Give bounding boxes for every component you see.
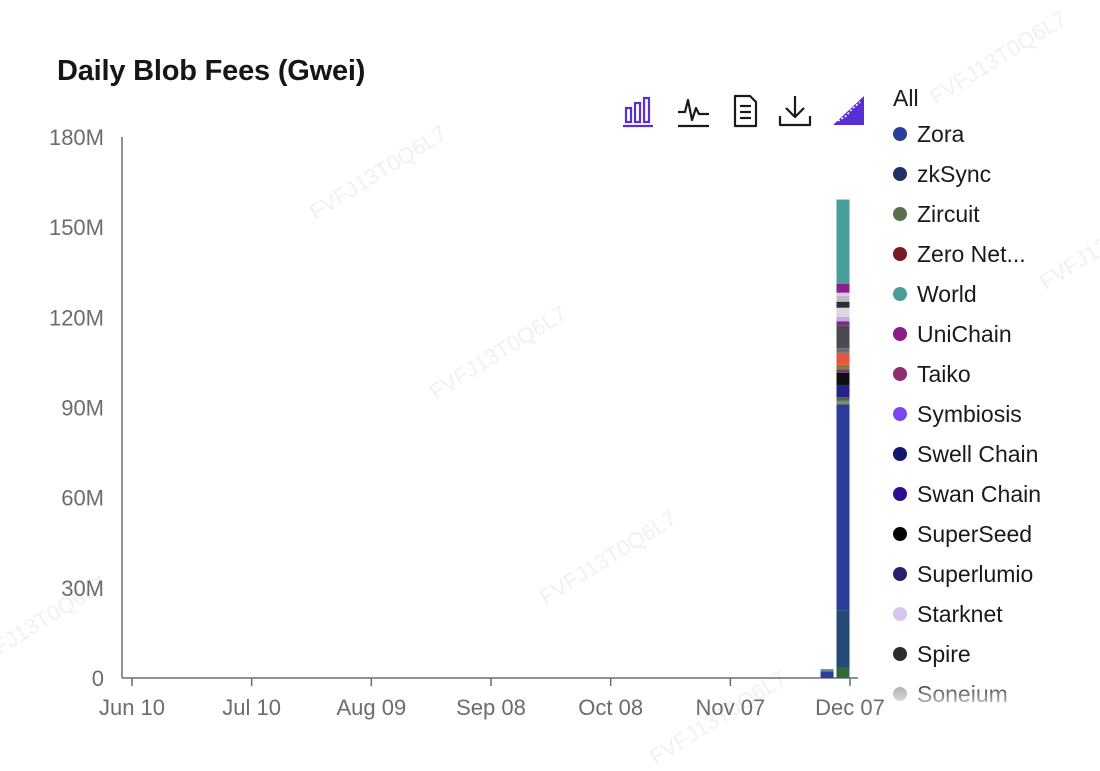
bar-segment[interactable] bbox=[836, 610, 850, 668]
bar-series bbox=[820, 199, 850, 678]
bar-segment[interactable] bbox=[836, 321, 850, 326]
legend-item[interactable]: Soneium bbox=[893, 674, 1098, 714]
legend-color-dot bbox=[893, 407, 907, 421]
legend-item[interactable]: zkSync bbox=[893, 154, 1098, 194]
bar-chart-icon[interactable] bbox=[620, 92, 658, 130]
legend-item-label: World bbox=[917, 280, 977, 307]
y-tick-label: 0 bbox=[92, 666, 104, 691]
legend-item[interactable]: Superlumio bbox=[893, 554, 1098, 594]
data-view-icon[interactable] bbox=[726, 92, 764, 130]
legend-color-dot bbox=[893, 527, 907, 541]
legend-all-toggle[interactable]: All bbox=[893, 85, 919, 111]
bar-segment[interactable] bbox=[836, 292, 850, 296]
x-tick-label: Aug 09 bbox=[336, 695, 406, 720]
legend-color-dot bbox=[893, 207, 907, 221]
legend-item-label: Symbiosis bbox=[917, 400, 1022, 427]
legend-item[interactable]: SuperSeed bbox=[893, 514, 1098, 554]
legend-item[interactable]: World bbox=[893, 274, 1098, 314]
x-tick-label: Nov 07 bbox=[695, 695, 765, 720]
y-tick-label: 60M bbox=[61, 486, 104, 511]
legend-color-dot bbox=[893, 687, 907, 701]
x-tick-label: Jun 10 bbox=[99, 695, 165, 720]
bar-segment[interactable] bbox=[836, 364, 850, 370]
bar-segment[interactable] bbox=[836, 404, 850, 611]
legend-item-label: Soneium bbox=[917, 680, 1008, 707]
legend-item[interactable]: Swan Chain bbox=[893, 474, 1098, 514]
legend-item-label: Starknet bbox=[917, 600, 1003, 627]
legend-list: Zora zkSync Zircuit Zero Net... World UniChai… bbox=[893, 114, 1098, 714]
line-chart-icon[interactable] bbox=[675, 92, 713, 130]
legend-color-dot bbox=[893, 167, 907, 181]
legend-item[interactable]: Zora bbox=[893, 114, 1098, 154]
y-tick-label: 30M bbox=[61, 576, 104, 601]
legend-item[interactable]: Starknet bbox=[893, 594, 1098, 634]
legend-item-label: Superlumio bbox=[917, 560, 1034, 587]
legend-item-label: Swan Chain bbox=[917, 480, 1042, 507]
y-axis: 0 30M 60M 90M 120M 150M 180M bbox=[49, 125, 123, 691]
chart-title: Daily Blob Fees (Gwei) bbox=[57, 55, 366, 87]
legend-item-label: Swell Chain bbox=[917, 440, 1039, 467]
bar-segment[interactable] bbox=[836, 369, 850, 373]
legend-item-label: UniChain bbox=[917, 320, 1012, 347]
legend-item-label: Taiko bbox=[917, 360, 971, 387]
y-tick-label: 150M bbox=[49, 215, 104, 240]
bar-segment[interactable] bbox=[820, 668, 834, 671]
bar-segment[interactable] bbox=[836, 295, 850, 302]
legend-item-label: zkSync bbox=[917, 160, 992, 187]
bar-segment[interactable] bbox=[836, 372, 850, 385]
legend-item[interactable]: Taiko bbox=[893, 354, 1098, 394]
x-axis: Jun 10 Jul 10 Aug 09 Sep 08 Oct 08 Nov 07 Dec … bbox=[99, 677, 885, 720]
legend-color-dot bbox=[893, 247, 907, 261]
legend-item-label: SuperSeed bbox=[917, 520, 1033, 547]
bar-segment[interactable] bbox=[836, 667, 850, 678]
legend-color-dot bbox=[893, 567, 907, 581]
legend-color-dot bbox=[893, 127, 907, 141]
legend-item[interactable]: Zero Net... bbox=[893, 234, 1098, 274]
legend-color-dot bbox=[893, 447, 907, 461]
bar-segment[interactable] bbox=[836, 316, 850, 322]
bar-segment[interactable] bbox=[836, 352, 850, 365]
legend-item[interactable]: Swell Chain bbox=[893, 434, 1098, 474]
bar-segment[interactable] bbox=[820, 671, 834, 678]
x-tick-label: Oct 08 bbox=[578, 695, 643, 720]
y-tick-label: 180M bbox=[49, 125, 104, 150]
legend-color-dot bbox=[893, 487, 907, 501]
bar-segment[interactable] bbox=[836, 384, 850, 397]
x-tick-label: Dec 07 bbox=[815, 695, 885, 720]
legend-color-dot bbox=[893, 287, 907, 301]
legend-color-dot bbox=[893, 327, 907, 341]
legend-item[interactable]: Zircuit bbox=[893, 194, 1098, 234]
bar-segment[interactable] bbox=[836, 307, 850, 317]
download-icon[interactable] bbox=[776, 92, 814, 130]
legend-item-label: Spire bbox=[917, 640, 971, 667]
x-tick-label: Jul 10 bbox=[222, 695, 281, 720]
bar-segment[interactable] bbox=[836, 325, 850, 349]
stack-area-icon[interactable] bbox=[830, 92, 868, 130]
legend-item[interactable]: UniChain bbox=[893, 314, 1098, 354]
legend-color-dot bbox=[893, 647, 907, 661]
chart-plot-area: 0 30M 60M 90M 120M 150M 180M Jun 10 Jul 10 Aug 0… bbox=[49, 125, 885, 720]
legend-color-dot bbox=[893, 367, 907, 381]
bar-segment[interactable] bbox=[836, 301, 850, 308]
legend-item-label: Zircuit bbox=[917, 200, 980, 227]
x-tick-label: Sep 08 bbox=[456, 695, 526, 720]
bar-segment[interactable] bbox=[836, 396, 850, 401]
legend-color-dot bbox=[893, 607, 907, 621]
chart-toolbox bbox=[620, 92, 870, 132]
chart-legend: All Zora zkSync Zircuit Zero Net... World Uni… bbox=[893, 82, 1098, 722]
y-tick-label: 120M bbox=[49, 305, 104, 330]
legend-item-label: Zero Net... bbox=[917, 240, 1026, 267]
bar-segment[interactable] bbox=[836, 199, 850, 284]
bar-segment[interactable] bbox=[836, 400, 850, 405]
legend-item[interactable]: Spire bbox=[893, 634, 1098, 674]
y-tick-label: 90M bbox=[61, 396, 104, 421]
bar-segment[interactable] bbox=[820, 670, 834, 672]
bar-segment[interactable] bbox=[836, 348, 850, 353]
bar-segment[interactable] bbox=[836, 283, 850, 293]
legend-item-label: Zora bbox=[917, 120, 965, 147]
legend-item[interactable]: Symbiosis bbox=[893, 394, 1098, 434]
